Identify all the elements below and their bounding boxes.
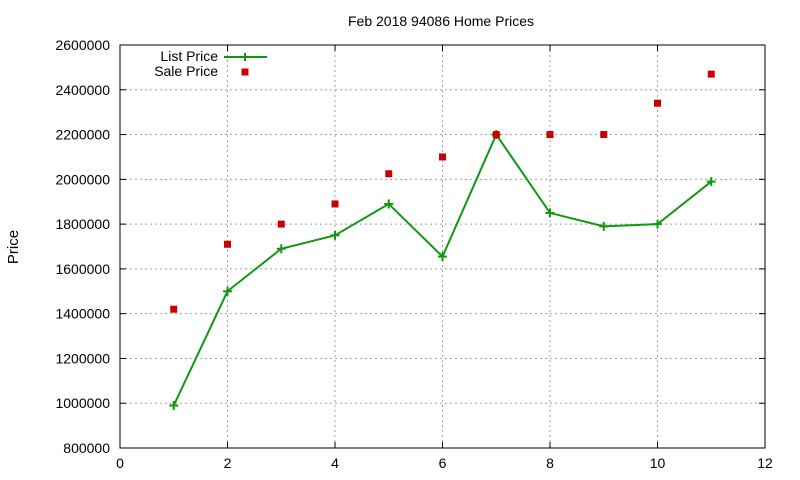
- sale-price-point: [546, 131, 554, 139]
- sale-price-point: [492, 131, 500, 139]
- legend-marker-list-price: [241, 53, 249, 61]
- list-price-point: [706, 177, 716, 187]
- sale-price-point: [277, 220, 285, 228]
- legend: List Price Sale Price: [154, 48, 267, 79]
- sale-price-point: [439, 153, 446, 161]
- sale-price-point: [654, 99, 661, 107]
- y-tick-label: 2600000: [55, 37, 110, 53]
- list-price-point: [438, 252, 447, 262]
- x-tick-label: 0: [116, 455, 124, 471]
- sale-price-point: [331, 200, 339, 208]
- y-tick-label: 1600000: [55, 261, 110, 277]
- axis-ticks: 0 2 4 6 8 10 12 800000 1000000 1200000 1400000 1600…: [55, 37, 773, 471]
- x-tick-label: 4: [331, 455, 339, 471]
- x-tick-label: 10: [650, 455, 666, 471]
- y-tick-label: 800000: [63, 440, 110, 456]
- list-price-point: [653, 219, 662, 229]
- grid-lines: [120, 45, 765, 448]
- y-axis-label: Price: [5, 230, 22, 264]
- list-price-point: [545, 208, 555, 218]
- legend-label-sale-price: Sale Price: [154, 63, 218, 79]
- sale-price-point: [707, 70, 715, 78]
- sale-price-point: [600, 131, 608, 139]
- y-tick-label: 2000000: [55, 171, 110, 187]
- x-tick-label: 2: [224, 455, 232, 471]
- legend-marker-sale-price: [241, 68, 249, 76]
- list-price-point: [276, 244, 286, 254]
- list-price-point: [384, 199, 394, 209]
- x-tick-label: 6: [439, 455, 447, 471]
- y-tick-label: 1200000: [55, 350, 110, 366]
- x-tick-label: 12: [757, 455, 773, 471]
- y-tick-label: 1000000: [55, 395, 110, 411]
- list-price-point: [599, 221, 609, 231]
- list-price-point: [169, 400, 179, 410]
- list-price-point: [330, 230, 340, 240]
- y-tick-label: 2400000: [55, 82, 110, 98]
- sale-price-point: [224, 240, 231, 248]
- series-layer: [169, 70, 716, 410]
- sale-price-point: [170, 305, 178, 313]
- y-tick-label: 1800000: [55, 216, 110, 232]
- y-tick-label: 2200000: [55, 127, 110, 143]
- sale-price-point: [385, 170, 393, 178]
- y-tick-label: 1400000: [55, 306, 110, 322]
- chart-title: Feb 2018 94086 Home Prices: [348, 13, 534, 29]
- list-price-point: [223, 286, 232, 296]
- x-tick-label: 8: [546, 455, 554, 471]
- legend-label-list-price: List Price: [160, 48, 218, 64]
